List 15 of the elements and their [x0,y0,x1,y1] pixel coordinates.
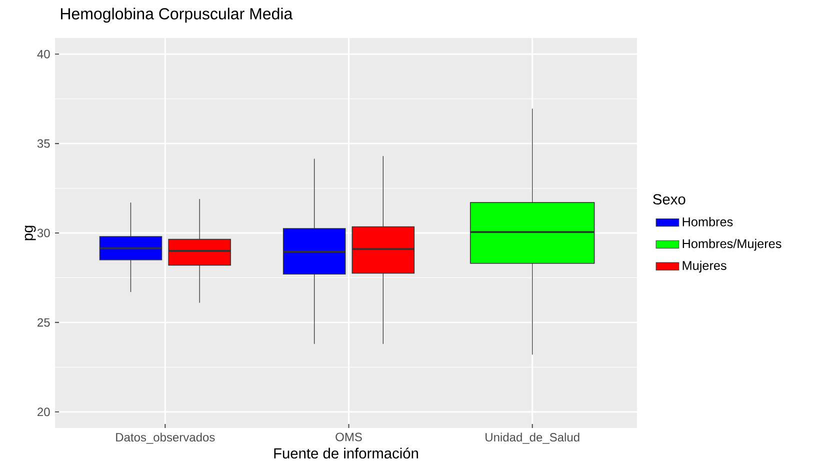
legend-label: Hombres [682,217,733,226]
y-tick-label: 20 [38,408,50,416]
y-tick-label: 25 [38,318,50,327]
x-tick-label: OMS [336,432,362,442]
legend-label: Mujeres [682,260,726,273]
legend-title: Sexo [653,194,686,204]
x-tick-label: Unidad_de_Salud [486,432,580,444]
x-axis-title: Fuente de información [274,448,418,459]
x-tick-label: Datos_observados [116,432,215,444]
legend-label: Hombres/Mujeres [682,238,782,251]
y-tick-label: 40 [37,50,50,58]
chart-title: Hemoglobina Corpuscular Media [61,8,293,23]
y-axis-title: pg [24,226,36,240]
y-tick-label: 30 [37,228,50,238]
y-tick-label: 35 [37,139,50,148]
